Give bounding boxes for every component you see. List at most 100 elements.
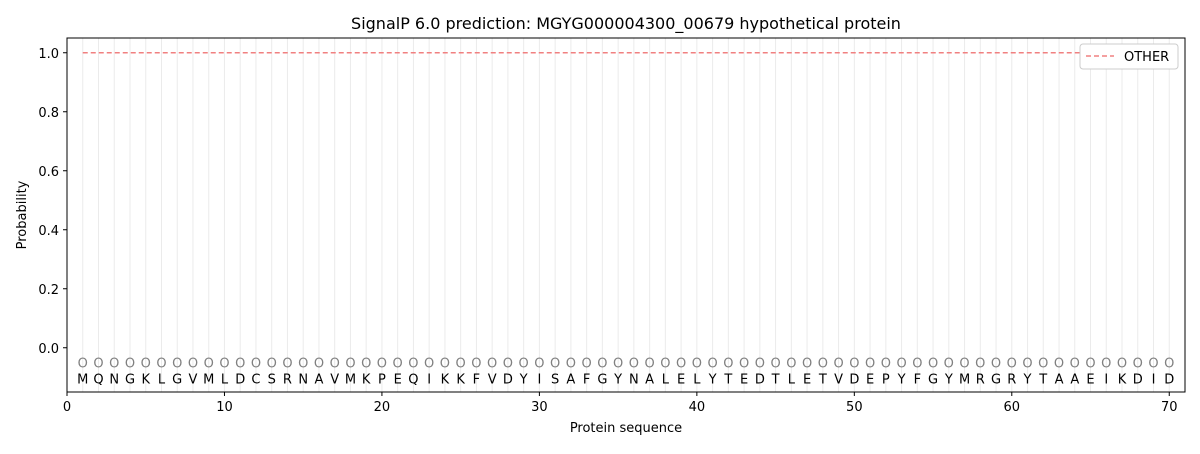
y-tick-label: 0.4 [38,224,59,239]
predicted-label-mark: O [786,357,796,372]
predicted-label-mark: O [613,357,623,372]
predicted-label-mark: O [156,357,166,372]
residue-letter: Q [408,372,418,387]
residue-letter: G [928,372,938,387]
predicted-label-mark: O [345,357,355,372]
predicted-label-mark: O [959,357,969,372]
residue-letter: Y [897,372,906,387]
residue-letter: A [1070,372,1079,387]
residue-letter: D [849,372,859,387]
predicted-label-mark: O [818,357,828,372]
residue-letter: G [597,372,607,387]
residue-letter: M [959,372,970,387]
predicted-label-mark: O [109,357,119,372]
predicted-label-mark: O [219,357,229,372]
residue-letter: L [221,372,229,387]
residue-letter: I [1104,372,1108,387]
chart-title: SignalP 6.0 prediction: MGYG000004300_00… [351,14,901,34]
residue-letter: E [740,372,748,387]
predicted-label-mark: O [896,357,906,372]
predicted-label-mark: O [755,357,765,372]
residue-letter: I [427,372,431,387]
residue-letter: A [566,372,575,387]
residue-letter: P [882,372,890,387]
predicted-label-mark: O [739,357,749,372]
residue-letter: Y [944,372,953,387]
residue-letter: Y [1023,372,1032,387]
residue-letter: Q [93,372,103,387]
x-tick-label: 50 [846,400,863,415]
residue-letter: V [834,372,843,387]
predicted-label-mark: O [251,357,261,372]
residue-letter: R [1007,372,1016,387]
residue-letter: E [677,372,685,387]
residue-letter: K [441,372,450,387]
predicted-label-mark: O [141,357,151,372]
residue-letter: F [583,372,590,387]
residue-letter: T [1038,372,1047,387]
predicted-label-mark: O [707,357,717,372]
y-tick-label: 0.2 [38,283,59,298]
x-tick-label: 0 [63,400,71,415]
residue-letter: A [314,372,323,387]
predicted-label-mark: O [534,357,544,372]
residue-letter: S [268,372,276,387]
predicted-label-mark: O [597,357,607,372]
predicted-label-mark: O [676,357,686,372]
x-tick-label: 30 [531,400,548,415]
residue-letter: D [755,372,765,387]
predicted-label-mark: O [377,357,387,372]
x-tick-label: 70 [1161,400,1178,415]
predicted-label-mark: O [487,357,497,372]
predicted-label-mark: O [1022,357,1032,372]
predicted-label-mark: O [692,357,702,372]
predicted-label-mark: O [330,357,340,372]
residue-letter: I [1152,372,1156,387]
residue-letter: A [645,372,654,387]
residue-letter: K [141,372,150,387]
predicted-label-mark: O [78,357,88,372]
predicted-label-mark: O [267,357,277,372]
predicted-label-mark: O [235,357,245,372]
y-tick-label: 0.8 [38,106,59,121]
predicted-label-mark: O [456,357,466,372]
predicted-label-mark: O [1117,357,1127,372]
predicted-label-mark: O [282,357,292,372]
legend: OTHER [1079,43,1179,70]
x-axis-label: Protein sequence [570,421,682,436]
predicted-label-mark: O [1148,357,1158,372]
legend-label-other: OTHER [1124,50,1169,65]
residue-letter: T [771,372,780,387]
predicted-label-mark: O [1101,357,1111,372]
residue-letter: A [1055,372,1064,387]
residue-letter: V [330,372,339,387]
residue-letter: E [1086,372,1094,387]
residue-letter: C [251,372,260,387]
predicted-label-mark: O [1085,357,1095,372]
residue-letter: D [1133,372,1143,387]
residue-letter: L [788,372,796,387]
residue-letter: L [158,372,166,387]
predicted-label-mark: O [204,357,214,372]
y-tick-label: 0.6 [38,165,59,180]
predicted-label-mark: O [1070,357,1080,372]
residue-letter: G [125,372,135,387]
residue-letter: G [172,372,182,387]
predicted-label-mark: O [188,357,198,372]
residue-letter: R [976,372,985,387]
residue-letter: P [378,372,386,387]
legend-box [1079,43,1179,70]
predicted-label-mark: O [408,357,418,372]
residue-letter: N [629,372,639,387]
predicted-label-mark: O [93,357,103,372]
x-tick-label: 10 [216,400,233,415]
residue-letter: D [235,372,245,387]
predicted-label-mark: O [503,357,513,372]
plot-frame [66,37,1186,393]
y-axis-label: Probability [15,180,30,249]
predicted-label-mark: O [629,357,639,372]
residue-letter: Y [519,372,528,387]
predicted-label-mark: O [393,357,403,372]
predicted-label-mark: O [802,357,812,372]
